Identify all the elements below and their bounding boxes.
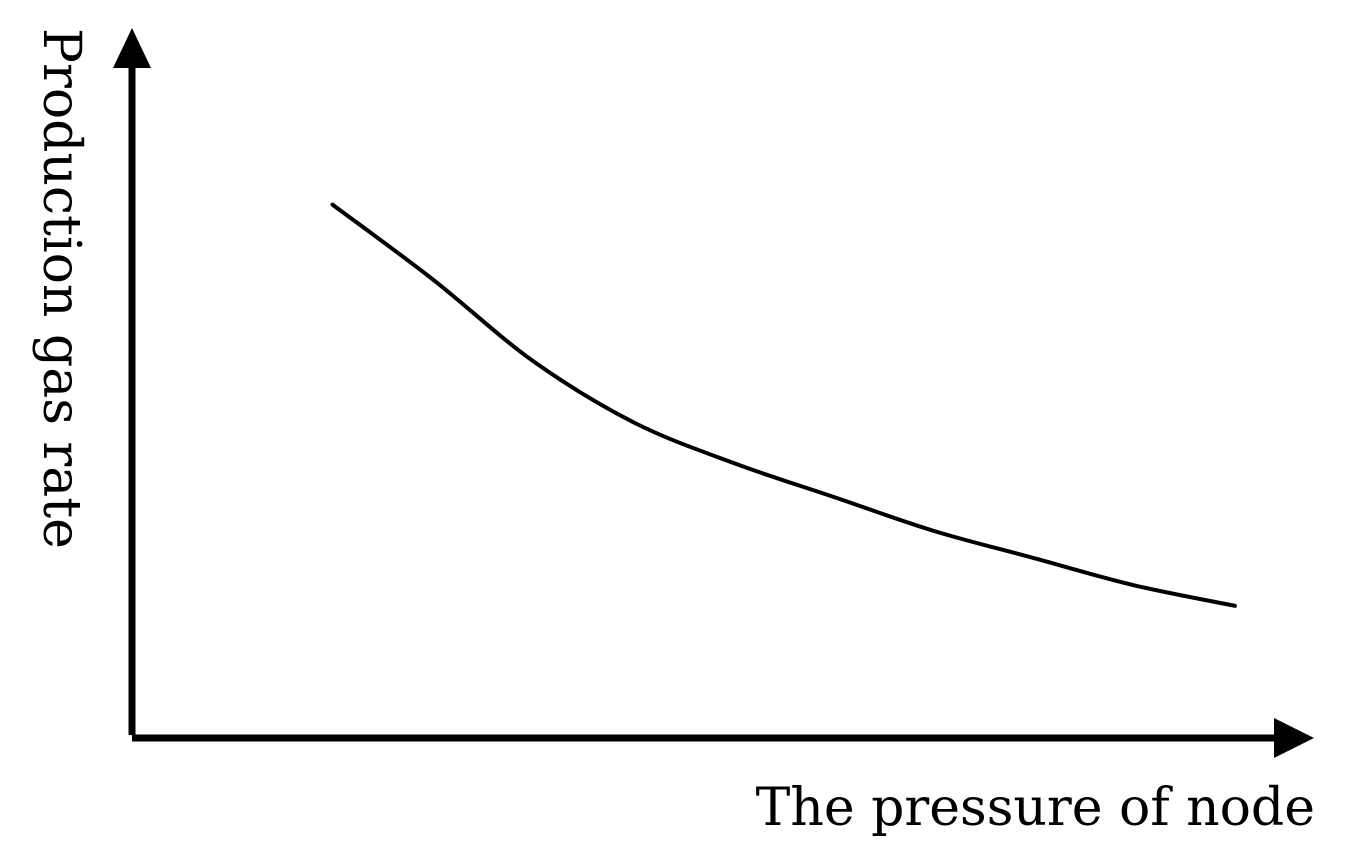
y-axis-arrow bbox=[113, 28, 151, 68]
y-axis-label: Production gas rate bbox=[31, 28, 91, 549]
x-axis-arrow bbox=[1274, 718, 1314, 758]
series-line bbox=[330, 202, 1237, 608]
x-axis-label: The pressure of node bbox=[756, 778, 1315, 838]
